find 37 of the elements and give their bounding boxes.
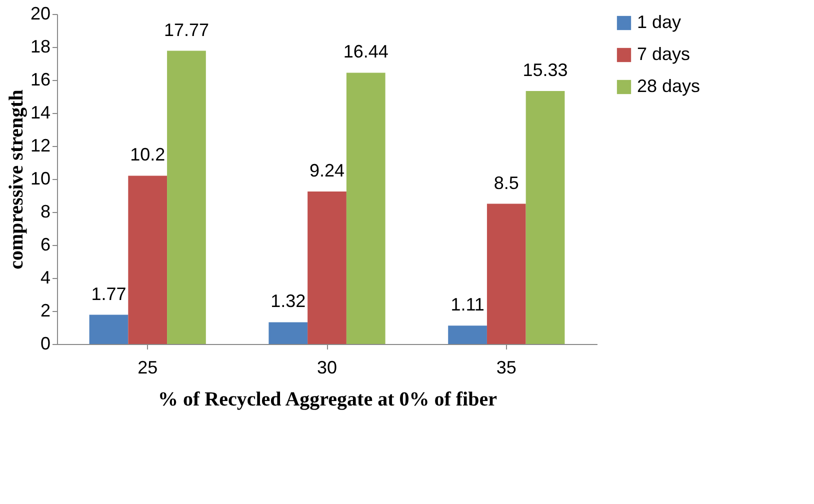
bar (346, 72, 386, 344)
x-axis-title: % of Recycled Aggregate at 0% of fiber (158, 388, 498, 410)
data-label: 1.11 (450, 294, 484, 315)
bar (308, 192, 346, 344)
y-tick-label: 16 (30, 70, 50, 90)
y-tick-label: 6 (40, 234, 50, 254)
y-tick-label: 4 (40, 268, 50, 288)
x-tick-label: 25 (138, 358, 158, 378)
y-tick-label: 10 (30, 168, 50, 188)
bar (167, 50, 206, 344)
y-tick-label: 18 (30, 36, 50, 56)
data-label: 9.24 (309, 160, 345, 181)
bar (526, 91, 565, 344)
y-tick-label: 0 (40, 334, 50, 354)
bar (486, 204, 526, 344)
y-tick-label: 12 (30, 136, 50, 156)
y-tick-label: 2 (40, 300, 50, 320)
bar (268, 322, 308, 344)
y-axis-title: compressive strength (5, 90, 28, 270)
bar (128, 176, 168, 344)
data-label: 1.77 (91, 284, 126, 304)
data-label: 15.33 (522, 60, 568, 80)
legend-label: 7 days (637, 44, 690, 64)
data-label: 1.32 (270, 291, 306, 312)
legend-label: 1 day (637, 12, 682, 32)
legend-label: 28 days (637, 76, 700, 96)
y-tick-label: 20 (30, 4, 50, 24)
data-label: 10.2 (130, 144, 166, 165)
data-label: 16.44 (343, 42, 388, 62)
x-tick-label: 30 (316, 358, 338, 378)
x-tick-label: 35 (496, 358, 516, 378)
bar (89, 314, 128, 344)
data-label: 17.77 (164, 20, 209, 40)
y-tick-label: 8 (40, 202, 50, 222)
y-tick-label: 14 (30, 102, 50, 122)
data-label: 8.5 (494, 172, 519, 193)
bar (448, 326, 487, 344)
